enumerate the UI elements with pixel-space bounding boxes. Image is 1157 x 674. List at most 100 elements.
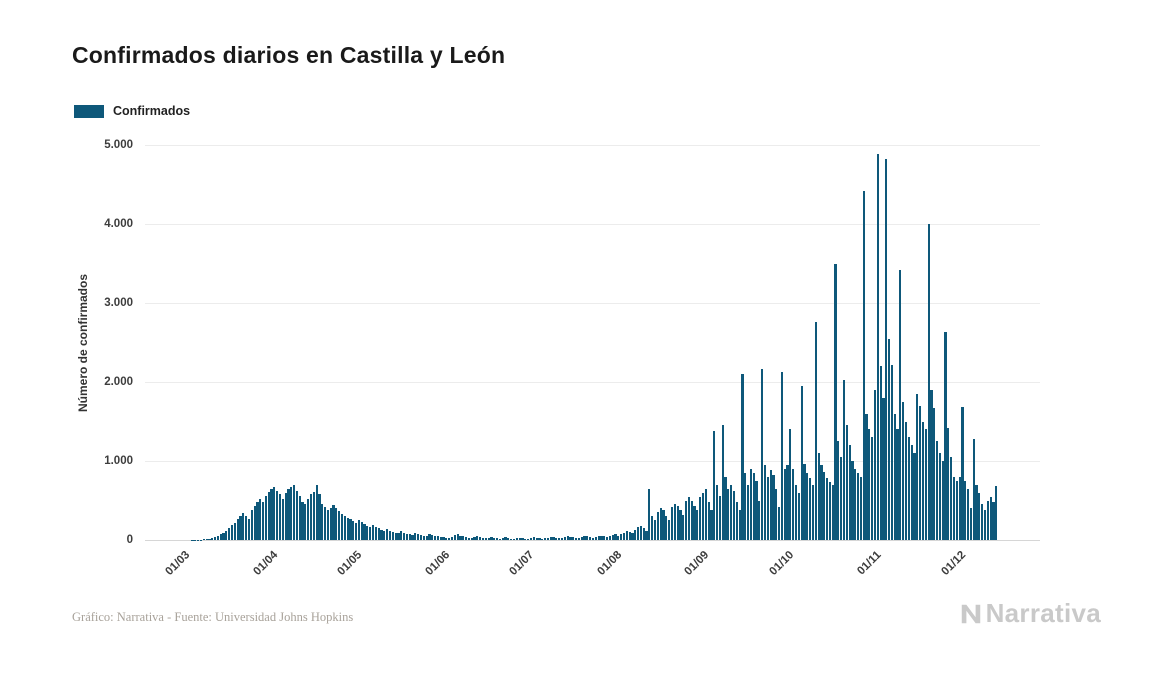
bar[interactable] bbox=[763, 464, 767, 540]
bar[interactable] bbox=[950, 457, 953, 540]
bar[interactable] bbox=[775, 488, 778, 540]
bar[interactable] bbox=[958, 476, 961, 540]
bar[interactable] bbox=[865, 413, 868, 540]
bar[interactable] bbox=[794, 484, 798, 540]
bar[interactable] bbox=[690, 501, 693, 540]
bar[interactable] bbox=[498, 538, 502, 540]
bar[interactable] bbox=[512, 538, 516, 540]
bar[interactable] bbox=[428, 534, 431, 540]
bar[interactable] bbox=[876, 153, 879, 540]
bar[interactable] bbox=[597, 536, 600, 540]
bar[interactable] bbox=[659, 508, 662, 540]
bar[interactable] bbox=[924, 429, 927, 540]
bar[interactable] bbox=[961, 406, 964, 540]
bar[interactable] bbox=[820, 464, 823, 540]
bar[interactable] bbox=[510, 538, 513, 540]
bar[interactable] bbox=[828, 482, 831, 540]
bar[interactable] bbox=[600, 535, 603, 540]
bar[interactable] bbox=[594, 537, 597, 540]
bar[interactable] bbox=[837, 441, 840, 540]
bar[interactable] bbox=[363, 524, 366, 540]
bar[interactable] bbox=[445, 537, 448, 540]
bar[interactable] bbox=[400, 531, 403, 540]
bar[interactable] bbox=[281, 498, 284, 540]
bar[interactable] bbox=[589, 537, 592, 540]
bar[interactable] bbox=[842, 380, 846, 540]
bar[interactable] bbox=[873, 389, 877, 540]
bar[interactable] bbox=[411, 534, 414, 540]
bar[interactable] bbox=[259, 498, 262, 540]
bar[interactable] bbox=[854, 468, 857, 540]
bar[interactable] bbox=[834, 263, 837, 540]
bar[interactable] bbox=[952, 476, 956, 540]
bar[interactable] bbox=[614, 534, 617, 540]
bar[interactable] bbox=[639, 525, 643, 540]
bar[interactable] bbox=[608, 536, 612, 540]
bar[interactable] bbox=[735, 502, 738, 540]
bar[interactable] bbox=[284, 492, 287, 540]
bar[interactable] bbox=[253, 506, 256, 540]
bar[interactable] bbox=[459, 535, 462, 540]
bar[interactable] bbox=[414, 532, 417, 540]
bar[interactable] bbox=[848, 445, 851, 540]
bar[interactable] bbox=[419, 535, 423, 540]
bar[interactable] bbox=[569, 536, 572, 540]
bar[interactable] bbox=[408, 534, 411, 540]
bar[interactable] bbox=[738, 509, 741, 540]
bar[interactable] bbox=[276, 491, 279, 540]
bar[interactable] bbox=[679, 509, 682, 540]
bar[interactable] bbox=[425, 536, 428, 540]
bar[interactable] bbox=[814, 321, 817, 540]
bar[interactable] bbox=[493, 537, 496, 540]
bar[interactable] bbox=[888, 338, 891, 540]
bar[interactable] bbox=[433, 536, 437, 540]
bar[interactable] bbox=[715, 484, 719, 540]
bar[interactable] bbox=[656, 512, 659, 540]
bar[interactable] bbox=[687, 497, 690, 540]
bar[interactable] bbox=[749, 468, 753, 540]
bar[interactable] bbox=[326, 509, 329, 540]
bar[interactable] bbox=[904, 421, 908, 540]
bar[interactable] bbox=[552, 537, 555, 540]
bar[interactable] bbox=[859, 476, 862, 540]
bar[interactable] bbox=[747, 484, 750, 540]
bar[interactable] bbox=[797, 492, 800, 540]
bar[interactable] bbox=[369, 527, 372, 540]
bar[interactable] bbox=[800, 385, 803, 540]
bar[interactable] bbox=[397, 533, 400, 540]
bar[interactable] bbox=[532, 537, 535, 540]
bar[interactable] bbox=[972, 438, 975, 540]
bar[interactable] bbox=[515, 538, 518, 540]
bar[interactable] bbox=[769, 470, 772, 540]
bar[interactable] bbox=[543, 538, 547, 540]
bar[interactable] bbox=[896, 429, 899, 540]
bar[interactable] bbox=[730, 484, 733, 540]
bar[interactable] bbox=[758, 500, 761, 540]
bar[interactable] bbox=[653, 520, 657, 540]
bar[interactable] bbox=[966, 488, 970, 540]
bar[interactable] bbox=[778, 506, 781, 540]
bar[interactable] bbox=[518, 537, 521, 540]
bar[interactable] bbox=[622, 532, 626, 540]
bar[interactable] bbox=[304, 504, 307, 540]
bar[interactable] bbox=[436, 536, 439, 540]
bar[interactable] bbox=[346, 517, 349, 540]
bar[interactable] bbox=[496, 538, 499, 540]
bar[interactable] bbox=[645, 530, 648, 540]
bar[interactable] bbox=[219, 534, 222, 540]
bar[interactable] bbox=[383, 530, 386, 540]
bar[interactable] bbox=[648, 488, 651, 540]
bar[interactable] bbox=[704, 488, 707, 540]
bar[interactable] bbox=[871, 437, 874, 540]
bar[interactable] bbox=[481, 537, 485, 540]
bar[interactable] bbox=[944, 332, 947, 540]
bar[interactable] bbox=[278, 494, 282, 540]
bar[interactable] bbox=[521, 538, 524, 540]
bar[interactable] bbox=[202, 539, 205, 540]
bar[interactable] bbox=[529, 538, 533, 540]
bar[interactable] bbox=[586, 536, 589, 540]
bar[interactable] bbox=[332, 505, 335, 540]
bar[interactable] bbox=[312, 491, 315, 540]
bar[interactable] bbox=[930, 389, 933, 540]
bar[interactable] bbox=[902, 401, 905, 540]
